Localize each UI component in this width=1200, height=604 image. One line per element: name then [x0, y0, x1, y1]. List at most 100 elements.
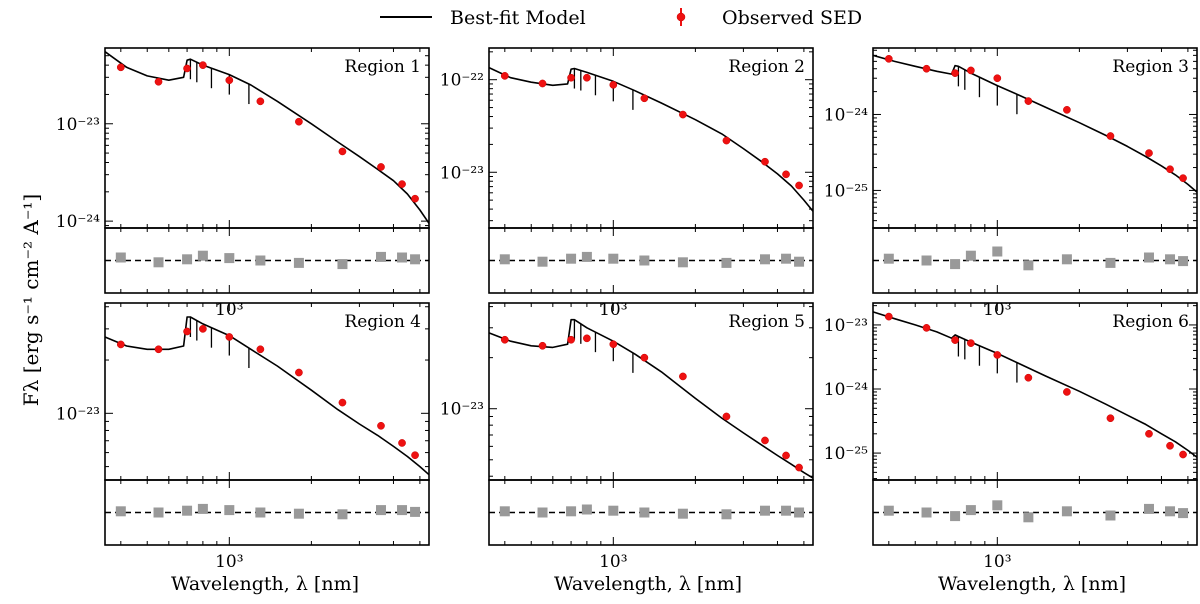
residual-point — [759, 254, 770, 265]
observed-point — [538, 341, 547, 350]
residual-point — [182, 254, 193, 265]
observed-point — [199, 325, 207, 333]
best-fit-model-line — [872, 54, 1198, 193]
residual-point — [397, 252, 408, 263]
residual-point — [921, 255, 932, 266]
residual-point — [293, 257, 304, 268]
observed-point — [116, 63, 125, 72]
observed-point — [1179, 450, 1187, 459]
observed-point — [782, 451, 790, 460]
observed-point — [951, 336, 959, 344]
residual-point — [759, 505, 770, 516]
observed-point — [722, 412, 731, 421]
residual-point — [639, 507, 650, 518]
residual-point — [1165, 254, 1176, 265]
observed-point — [1106, 414, 1115, 423]
observed-point — [338, 147, 347, 156]
observed-point — [1063, 106, 1071, 114]
observed-point — [1024, 97, 1033, 105]
observed-point — [795, 463, 803, 472]
residual-point — [1105, 257, 1116, 268]
observed-point — [1063, 388, 1071, 396]
residual-point — [537, 256, 548, 267]
x-tick-label: 10³ — [983, 552, 1011, 572]
observed-point — [993, 351, 1002, 359]
observed-point — [225, 76, 234, 85]
observed-point — [377, 163, 385, 171]
residual-point — [337, 259, 348, 270]
observed-point — [679, 110, 687, 119]
observed-point — [295, 368, 303, 377]
observed-point — [116, 340, 125, 349]
y-tick-label: 10⁻²⁴ — [56, 212, 100, 232]
panel-title: Region 2 — [728, 57, 805, 77]
residual-point — [677, 508, 688, 519]
observed-point — [609, 340, 618, 349]
x-tick-label: 10³ — [599, 552, 627, 572]
residual-point — [581, 251, 592, 262]
residual-point — [1061, 254, 1072, 265]
residual-point — [197, 250, 208, 261]
y-tick-label: 10⁻²³ — [56, 115, 100, 135]
residual-point — [965, 250, 976, 261]
residual-point — [224, 505, 235, 516]
observed-point — [951, 69, 959, 77]
residual-point — [115, 506, 126, 517]
observed-point — [640, 94, 649, 103]
residual-point — [293, 508, 304, 519]
observed-point — [500, 72, 509, 80]
residual-point — [410, 506, 421, 517]
x-tick-label: 10³ — [215, 552, 243, 572]
observed-point — [967, 66, 975, 75]
residual-point — [921, 507, 932, 518]
observed-point — [1145, 429, 1153, 438]
legend-obs-swatch — [676, 12, 686, 22]
x-axis-label-col3: Wavelength, λ [nm] — [938, 573, 1126, 595]
residual-point — [639, 255, 650, 266]
residual-point — [883, 505, 894, 516]
residual-point — [1165, 506, 1176, 517]
observed-point — [1145, 149, 1153, 157]
observed-point — [640, 353, 649, 362]
best-fit-model-line — [872, 311, 1198, 458]
panel-title: Region 6 — [1112, 312, 1189, 332]
panel-title: Region 5 — [728, 312, 805, 332]
observed-point — [782, 170, 790, 179]
observed-point — [583, 73, 591, 82]
observed-point — [500, 335, 509, 344]
residual-point — [794, 507, 805, 518]
residual-point — [1178, 508, 1189, 519]
y-tick-label: 10⁻²⁵ — [824, 444, 868, 464]
y-tick-label: 10⁻²³ — [440, 400, 484, 420]
residual-point — [255, 507, 266, 518]
panel-title: Region 1 — [344, 57, 421, 77]
residual-point — [721, 509, 732, 520]
residual-point — [1143, 503, 1154, 514]
observed-point — [411, 194, 419, 203]
observed-point — [256, 97, 265, 106]
observed-point — [1179, 174, 1187, 183]
residual-point — [608, 253, 619, 264]
y-tick-label: 10⁻²⁵ — [824, 181, 868, 201]
residual-point — [153, 507, 164, 518]
legend: Best-fit Model Observed SED — [380, 7, 862, 29]
observed-point — [154, 77, 163, 86]
best-fit-model-line — [488, 318, 814, 479]
y-tick-label: 10⁻²⁴ — [824, 105, 868, 125]
y-tick-label: 10⁻²² — [440, 71, 484, 91]
observed-point — [199, 61, 207, 69]
panel-region-4: 10⁻²³ 10³ Region 4 — [56, 302, 430, 572]
residual-point — [677, 257, 688, 268]
observed-point — [993, 74, 1002, 83]
residual-point — [608, 505, 619, 516]
y-tick-label: 10⁻²³ — [56, 404, 100, 424]
residual-point — [950, 511, 961, 522]
observed-point — [884, 54, 893, 63]
y-tick-label: 10⁻²⁴ — [824, 380, 868, 400]
observed-point — [183, 327, 191, 336]
observed-point — [1024, 373, 1033, 382]
observed-point — [567, 335, 575, 344]
residual-point — [566, 506, 577, 517]
observed-point — [398, 180, 406, 188]
